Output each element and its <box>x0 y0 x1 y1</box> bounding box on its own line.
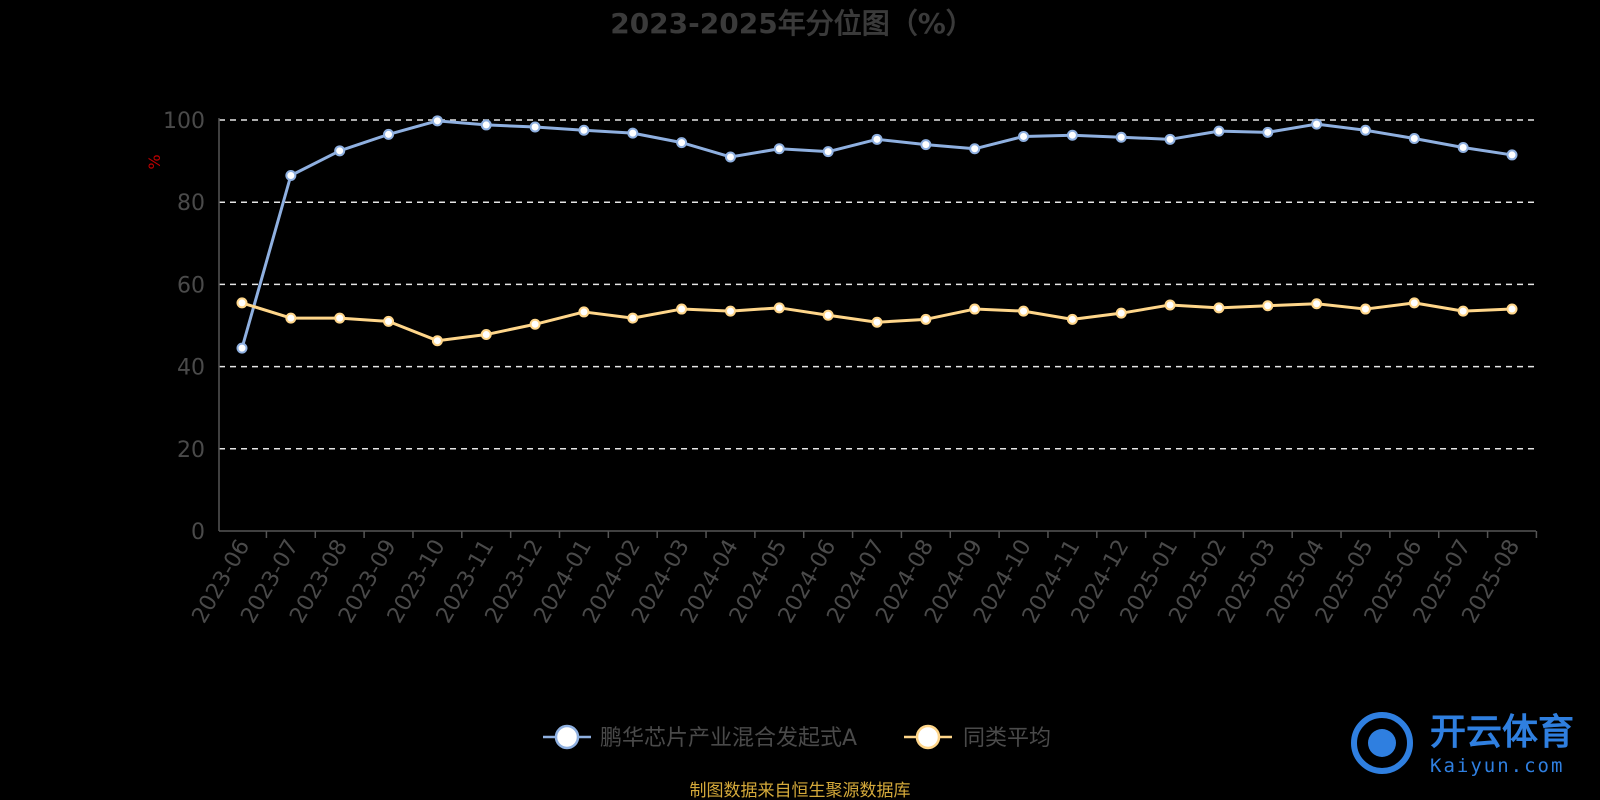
legend-swatch-marker-1 <box>554 724 580 750</box>
series-1-point <box>236 342 248 354</box>
y-tick-label: 20 <box>177 438 205 463</box>
series-1-point <box>1213 125 1225 137</box>
series-1-point <box>1115 131 1127 143</box>
series-2-point <box>871 316 883 328</box>
series-1-point <box>431 115 443 127</box>
series-2-point <box>334 312 346 324</box>
series-2-point <box>480 329 492 341</box>
series-1-point <box>1066 129 1078 141</box>
series-1-point <box>1164 133 1176 145</box>
series-2-point <box>1408 297 1420 309</box>
series-2-point <box>431 335 443 347</box>
watermark-logo: 开云体育 Kaiyun.com <box>1351 712 1574 777</box>
legend-label-1: 鹏华芯片产业混合发起式A <box>600 726 857 751</box>
series-2-point <box>236 297 248 309</box>
y-axis-label: % <box>145 154 164 169</box>
legend-swatch-marker-2 <box>915 724 941 750</box>
y-tick-label: 60 <box>177 273 205 298</box>
series-1-point <box>285 169 297 181</box>
legend-label-2: 同类平均 <box>963 726 1051 751</box>
series-1-point <box>529 121 541 133</box>
series-1-point <box>627 127 639 139</box>
series-1-point <box>480 119 492 131</box>
series-line-1 <box>240 119 1513 349</box>
series-1-point <box>1262 126 1274 138</box>
series-2-point <box>822 309 834 321</box>
series-2-point <box>627 312 639 324</box>
series-1-point <box>334 145 346 157</box>
series-2-point <box>920 313 932 325</box>
source-note: 制图数据来自恒生聚源数据库 <box>690 781 911 800</box>
series-2-point <box>773 302 785 314</box>
series-1-point <box>1408 132 1420 144</box>
y-tick-label: 40 <box>177 356 205 381</box>
y-tick-label: 100 <box>163 109 205 134</box>
series-1-point <box>724 151 736 163</box>
chart-title: 2023-2025年分位图（%） <box>610 7 974 40</box>
y-tick-label: 80 <box>177 191 205 216</box>
series-1-point <box>1359 124 1371 136</box>
series-1-point <box>920 139 932 151</box>
logo-ball-inner-icon <box>1368 729 1396 757</box>
series-layer <box>236 115 1518 354</box>
series-1-point <box>676 137 688 149</box>
series-1-point <box>578 124 590 136</box>
series-1-point <box>1506 149 1518 161</box>
series-1-point <box>383 128 395 140</box>
axis-layer: 0204060801002023-062023-072023-082023-09… <box>163 109 1538 628</box>
series-2-point <box>969 303 981 315</box>
series-2-point <box>1066 313 1078 325</box>
series-2-point <box>529 318 541 330</box>
legend[interactable]: 鹏华芯片产业混合发起式A 同类平均 <box>543 724 1051 751</box>
series-2-point <box>1506 303 1518 315</box>
series-1-point <box>822 146 834 158</box>
logo-brand-text: 开云体育 <box>1430 712 1574 753</box>
series-2-point <box>1213 302 1225 314</box>
grid-layer <box>219 119 1536 450</box>
series-2-point <box>383 315 395 327</box>
series-2-point <box>1262 300 1274 312</box>
series-2-point <box>285 312 297 324</box>
series-1-point <box>871 133 883 145</box>
series-1-point <box>773 143 785 155</box>
series-1-point <box>1018 130 1030 142</box>
series-2-point <box>724 305 736 317</box>
series-2-point <box>1311 298 1323 310</box>
series-2-point <box>1164 299 1176 311</box>
series-2-point <box>676 303 688 315</box>
series-1-point <box>1311 118 1323 130</box>
series-2-point <box>1457 305 1469 317</box>
logo-ball-icon <box>1351 712 1413 774</box>
series-2-point <box>1115 307 1127 319</box>
y-tick-label: 0 <box>191 520 205 545</box>
series-2-point <box>1018 305 1030 317</box>
series-2-point <box>1359 303 1371 315</box>
series-1-point <box>969 143 981 155</box>
series-2-point <box>578 306 590 318</box>
logo-sub-text: Kaiyun.com <box>1430 755 1564 777</box>
series-1-point <box>1457 142 1469 154</box>
